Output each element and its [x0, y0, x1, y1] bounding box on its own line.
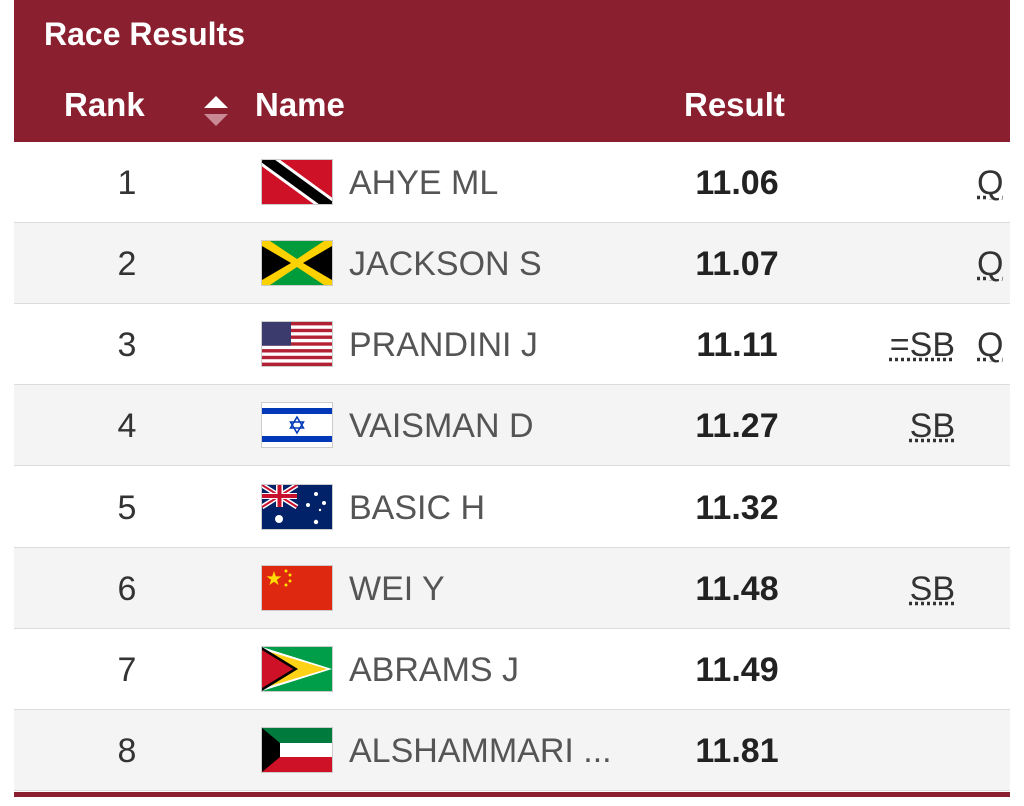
flag [262, 241, 332, 285]
rank: 5 [117, 489, 137, 527]
column-header[interactable]: Name [255, 86, 345, 123]
rank: 1 [117, 164, 137, 202]
bottom-border [14, 792, 1010, 797]
athlete-name: JACKSON S [349, 245, 542, 283]
table-title: Race Results [44, 16, 245, 52]
result: 11.07 [695, 245, 779, 283]
table-header: Race Results Rank Name Result [14, 0, 1010, 142]
athlete-name: WEI Y [349, 570, 445, 608]
rank: 3 [117, 326, 137, 364]
result: 11.49 [695, 651, 779, 689]
flag [262, 322, 332, 366]
column-header[interactable]: Result [684, 86, 785, 123]
result-row: 5 BASIC H 11.32 [14, 467, 1010, 548]
record: SB [909, 570, 955, 608]
result: 11.06 [695, 164, 779, 202]
sort-icon[interactable] [202, 92, 230, 132]
result-row: 8 ALSHAMMARI ... 11.81 [14, 710, 1010, 791]
flag [262, 566, 332, 610]
qualifier: Q [977, 326, 1004, 364]
athlete-name: AHYE ML [349, 164, 499, 202]
qualifier: Q [977, 245, 1004, 283]
result: 11.32 [695, 489, 779, 527]
rank: 8 [117, 732, 137, 770]
result: 11.27 [695, 407, 779, 445]
flag [262, 728, 332, 772]
result-row: 3 PRANDINI J 11.11 =SB Q [14, 304, 1010, 385]
column-header[interactable]: Rank [64, 86, 145, 123]
result-row: 1 AHYE ML 11.06 Q [14, 142, 1010, 223]
result-row: 7 ABRAMS J 11.49 [14, 629, 1010, 710]
flag [262, 485, 332, 529]
result: 11.48 [695, 570, 779, 608]
flag [262, 160, 332, 204]
record: =SB [889, 326, 955, 364]
athlete-name: ABRAMS J [349, 651, 520, 689]
rank: 6 [117, 570, 137, 608]
athlete-name: BASIC H [349, 489, 486, 527]
rank: 2 [117, 245, 137, 283]
rank: 7 [117, 651, 137, 689]
result: 11.11 [696, 326, 778, 364]
athlete-name: ALSHAMMARI ... [349, 732, 612, 770]
athlete-name: VAISMAN D [349, 407, 534, 445]
result-row: 2 JACKSON S 11.07 Q [14, 223, 1010, 304]
result: 11.81 [695, 732, 779, 770]
athlete-name: PRANDINI J [349, 326, 538, 364]
rank: 4 [117, 407, 137, 445]
result-row: 4 VAISMAN D 11.27 SB [14, 385, 1010, 466]
result-row: 6 WEI Y 11.48 SB [14, 548, 1010, 629]
record: SB [909, 407, 955, 445]
qualifier: Q [977, 164, 1004, 202]
flag [262, 403, 332, 447]
flag [262, 647, 332, 691]
